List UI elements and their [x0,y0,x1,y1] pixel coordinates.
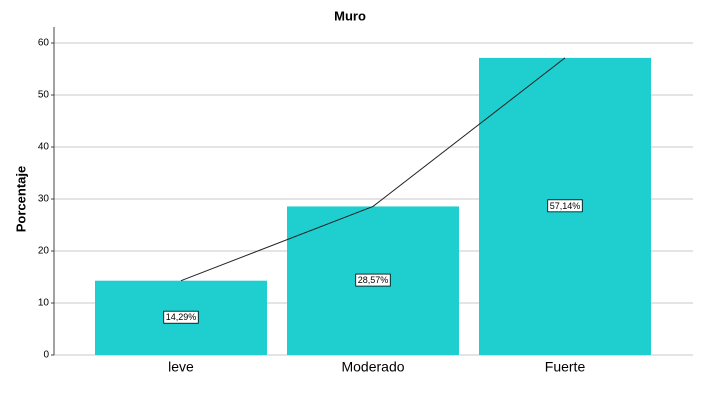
value-label-box [163,310,199,324]
y-tick-label: 50 [38,90,50,101]
y-axis-label: Porcentaje [13,166,28,232]
value-label-box [547,199,583,213]
y-tick-label: 10 [38,298,50,309]
x-tick-label: Moderado [341,359,404,375]
y-tick-label: 30 [38,194,50,205]
value-label: 28,57% [358,275,389,285]
value-label: 14,29% [166,312,197,322]
y-tick-label: 0 [43,350,49,361]
value-label: 57,14% [550,201,581,211]
y-tick-label: 20 [38,246,50,257]
y-tick-label: 60 [38,38,50,49]
chart-title: Muro [334,8,366,23]
x-tick-label: leve [168,359,194,375]
trend-line [180,57,566,282]
x-tick-label: Fuerte [545,359,586,375]
y-tick-label: 40 [38,142,50,153]
value-label-box [355,273,391,287]
